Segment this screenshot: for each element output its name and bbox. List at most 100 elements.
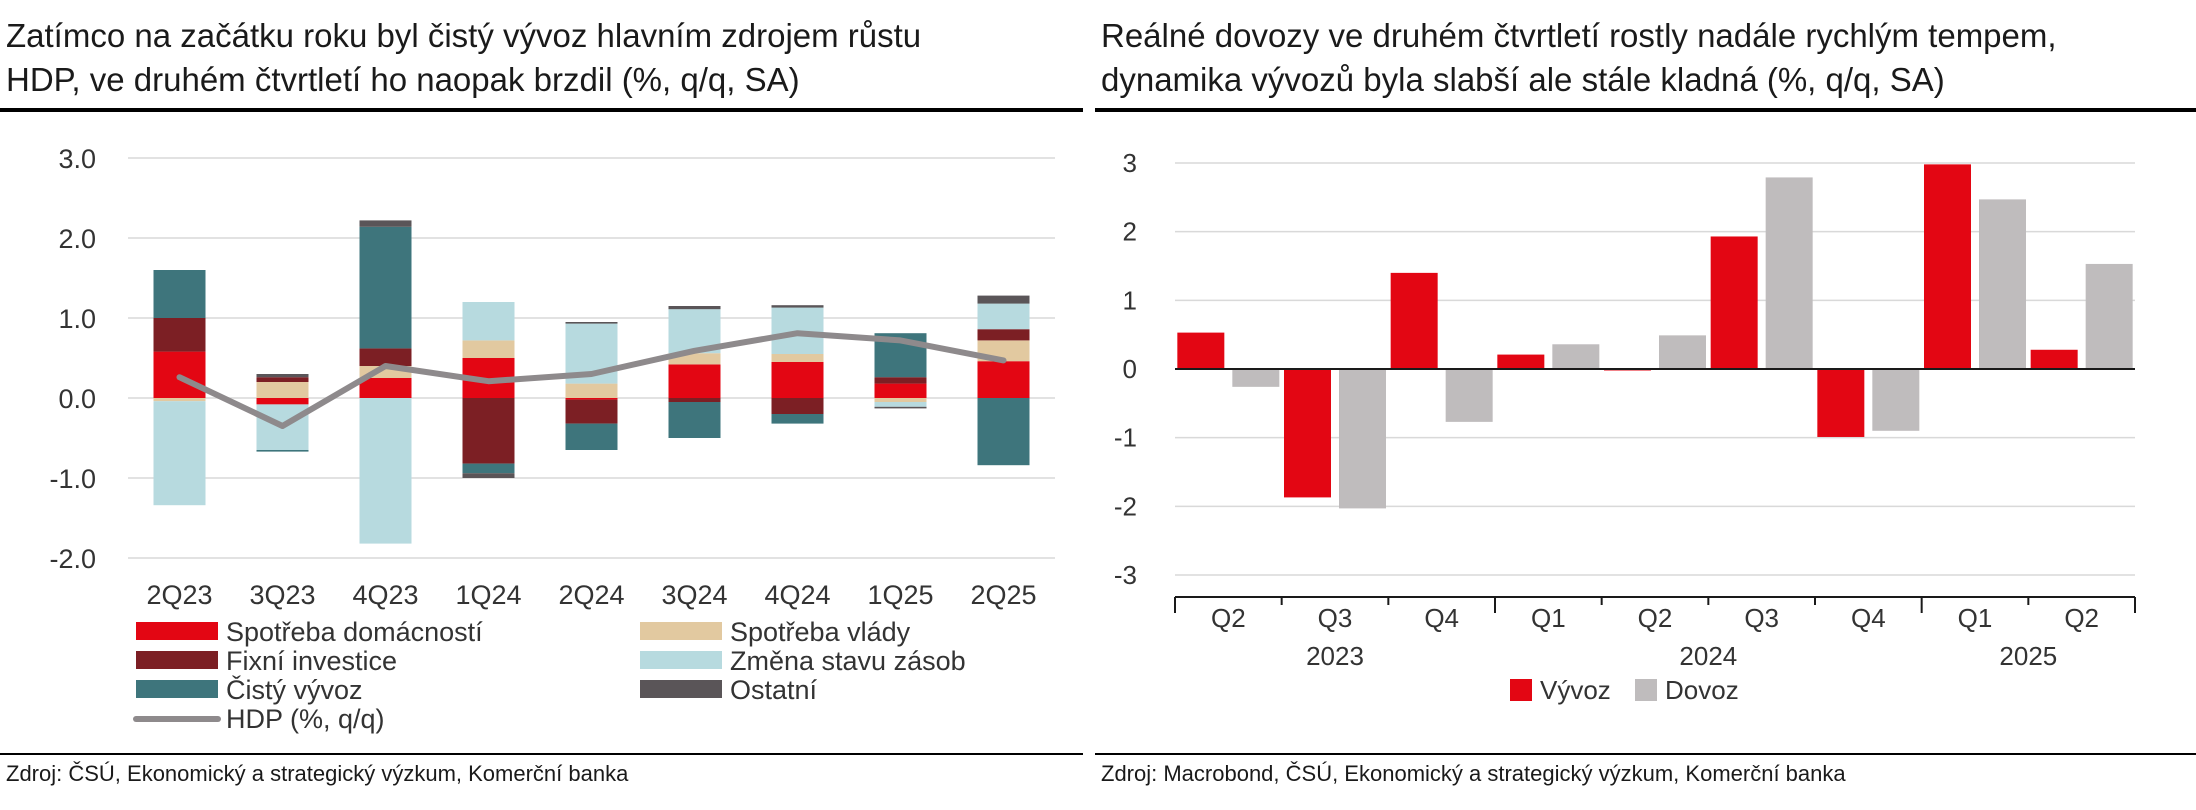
bar: [1924, 164, 1971, 369]
right-source-rule: [1095, 753, 2196, 755]
bar: [1390, 272, 1438, 369]
x-year-label: 2025: [1999, 641, 2057, 671]
bar-segment: [565, 383, 618, 398]
bar: [2085, 263, 2133, 369]
x-tick-label: 4Q23: [352, 580, 418, 610]
left-source-rule: [0, 753, 1083, 755]
bar-segment: [256, 377, 309, 382]
right-title-line2: dynamika vývozů byla slabší ale stále kl…: [1101, 61, 1945, 98]
bar: [1872, 369, 1920, 431]
bar-segment: [565, 322, 618, 324]
bar-segment: [977, 329, 1030, 341]
left-title-line1: Zatímco na začátku roku byl čistý vývoz …: [6, 17, 922, 54]
y-tick-label: 1: [1123, 285, 1137, 315]
bar-segment: [668, 364, 721, 398]
bar-segment: [874, 398, 927, 402]
left-chart-title: Zatímco na začátku roku byl čistý vývoz …: [6, 14, 1081, 102]
y-tick-label: -2.0: [49, 544, 96, 574]
bar-segment: [462, 398, 515, 464]
x-tick-label: Q3: [1318, 603, 1353, 633]
bar-segment: [462, 463, 515, 474]
y-tick-label: 2: [1123, 217, 1137, 247]
legend-label: Čistý vývoz: [226, 674, 363, 705]
bar-segment: [359, 398, 412, 544]
bar-segment: [771, 362, 824, 398]
y-tick-label: 0: [1123, 354, 1137, 384]
bar-segment: [771, 414, 824, 424]
right-source: Zdroj: Macrobond, ČSÚ, Ekonomický a stra…: [1101, 761, 1846, 786]
bar-segment: [462, 302, 515, 341]
right-chart-panel: Reálné dovozy ve druhém čtvrtletí rostly…: [1095, 0, 2196, 810]
bar-segment: [668, 398, 721, 402]
bar-segment: [359, 226, 412, 349]
x-tick-label: 1Q24: [455, 580, 521, 610]
legend-label: Spotřeba domácností: [226, 617, 483, 647]
x-tick-label: 4Q24: [764, 580, 830, 610]
bar: [1979, 199, 2026, 369]
x-tick-label: Q1: [1958, 603, 1993, 633]
x-tick-label: Q4: [1851, 603, 1886, 633]
bar: [1497, 354, 1545, 369]
bar: [1284, 369, 1331, 498]
legend-swatch: [640, 622, 722, 640]
bar-segment: [977, 295, 1030, 304]
legend-swatch: [136, 622, 218, 640]
bar: [1765, 177, 1813, 369]
y-tick-label: 1.0: [58, 304, 96, 334]
bar-segment: [874, 406, 927, 409]
legend-swatch: [640, 680, 722, 698]
bar-segment: [977, 303, 1030, 330]
legend-label: Změna stavu zásob: [730, 646, 966, 676]
y-tick-label: 2.0: [58, 224, 96, 254]
x-tick-label: Q2: [1638, 603, 1673, 633]
bar-segment: [874, 383, 927, 398]
right-chart-title: Reálné dovozy ve druhém čtvrtletí rostly…: [1101, 14, 2176, 102]
bar-segment: [256, 450, 309, 452]
legend-label: Ostatní: [730, 675, 818, 705]
bar-segment: [153, 401, 206, 506]
x-tick-label: 3Q23: [249, 580, 315, 610]
legend-swatch: [136, 651, 218, 669]
right-title-rule: [1095, 108, 2196, 112]
bar-segment: [256, 398, 309, 405]
y-tick-label: -1.0: [49, 464, 96, 494]
trade-growth-chart: 3 2 1 0 -1 -2 -3 Q2 Q3 Q4 Q1 Q2 Q3 Q4 Q1 Q2 2023 2024 2025…: [1114, 148, 2136, 705]
bar-segment: [359, 220, 412, 227]
bar-segment: [668, 353, 721, 365]
bar-segment: [359, 348, 412, 366]
legend-label: Vývoz: [1540, 675, 1611, 705]
bar-segment: [359, 378, 412, 398]
bar: [1339, 369, 1386, 509]
x-tick-label: Q3: [1744, 603, 1779, 633]
bar: [1710, 236, 1758, 369]
x-tick-label: Q2: [2064, 603, 2099, 633]
y-tick-label: 0.0: [58, 384, 96, 414]
x-tick-label: Q2: [1211, 603, 1246, 633]
left-title-rule: [0, 108, 1083, 112]
legend-swatch: [1510, 679, 1532, 701]
y-tick-label: -2: [1114, 491, 1137, 521]
x-year-label: 2023: [1306, 641, 1364, 671]
gdp-line: [176, 330, 1007, 429]
bar-segment: [874, 377, 927, 384]
gdp-contributions-chart: 3.0 2.0 1.0 0.0 -1.0 -2.0 2Q23 3Q23 4Q23 1Q24 2Q24…: [49, 144, 1055, 734]
bar-segment: [153, 318, 206, 352]
bar: [1552, 344, 1600, 369]
bar: [1659, 335, 1706, 369]
legend-swatch: [136, 680, 218, 698]
bar-segment: [153, 270, 206, 318]
bar: [2030, 349, 2078, 369]
y-tick-label: 3: [1123, 148, 1137, 178]
bar-segment: [977, 398, 1030, 466]
bar: [1232, 369, 1280, 387]
bar: [1817, 369, 1865, 437]
bar-segment: [462, 473, 515, 478]
legend-swatch: [1635, 679, 1657, 701]
x-tick-label: 2Q25: [970, 580, 1036, 610]
left-chart-panel: Zatímco na začátku roku byl čistý vývoz …: [0, 0, 1083, 810]
x-tick-label: 1Q25: [867, 580, 933, 610]
bar-segment: [565, 399, 618, 424]
y-tick-label: 3.0: [58, 144, 96, 174]
bar-segment: [565, 423, 618, 450]
left-title-line2: HDP, ve druhém čtvrtletí ho naopak brzdi…: [6, 61, 800, 98]
